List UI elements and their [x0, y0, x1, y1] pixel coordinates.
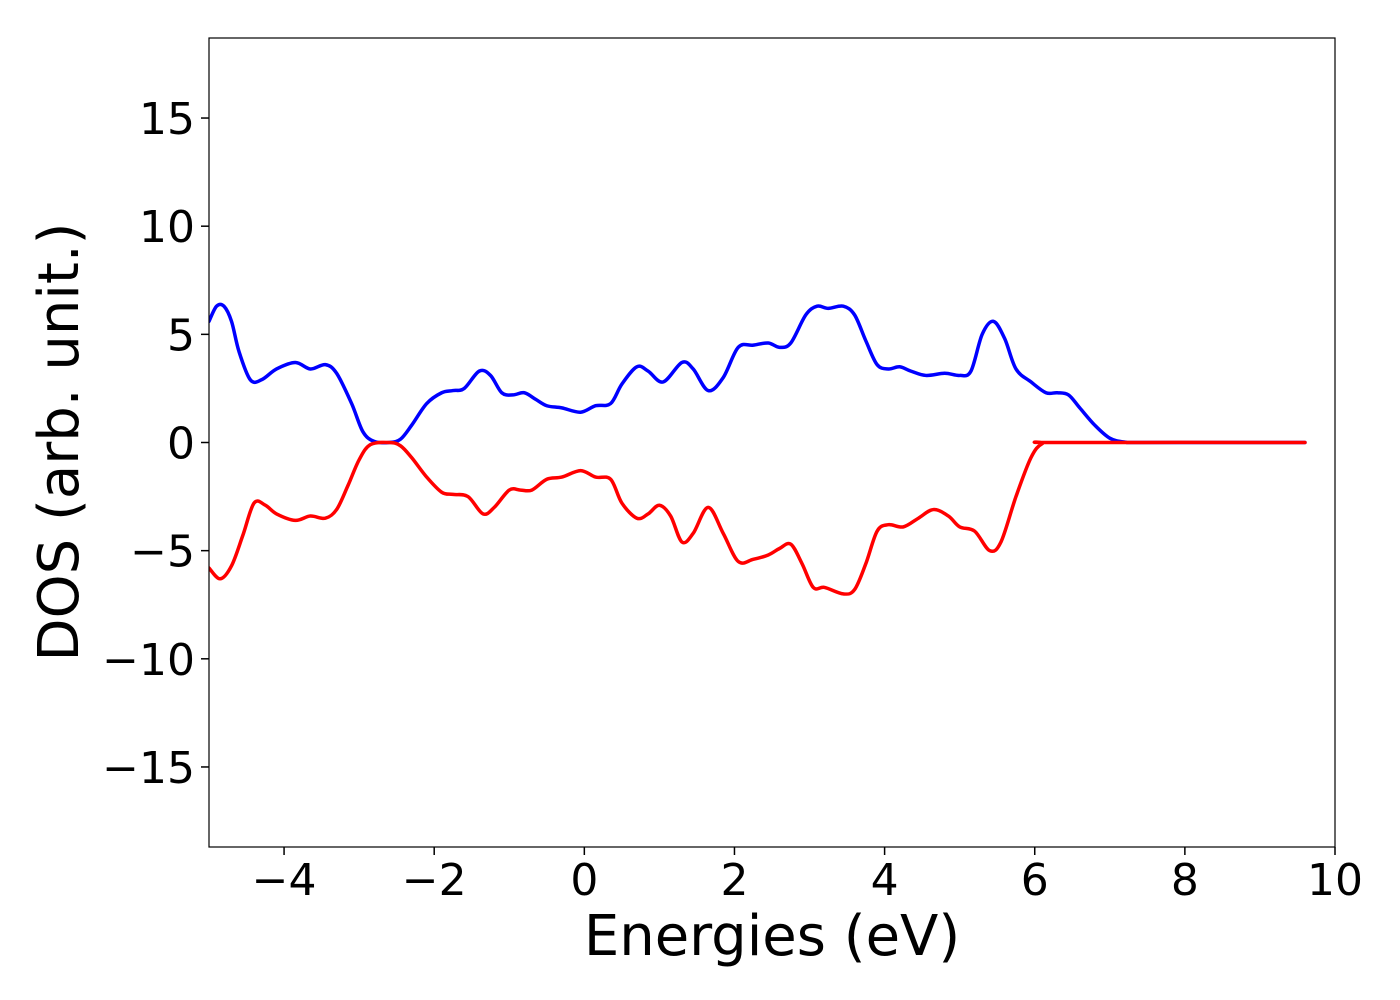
y-axis: −15 −10 −5 0 5 10 15: [102, 94, 209, 794]
x-tick-label: 6: [1021, 855, 1049, 906]
x-tick-label: 0: [570, 855, 598, 906]
x-tick-label: 2: [720, 855, 748, 906]
x-tick-label: −4: [252, 855, 317, 906]
x-tick-label: 10: [1307, 855, 1363, 906]
y-tick-label: 5: [167, 310, 195, 361]
x-axis: −4 −2 0 2 4 6 8 10: [252, 847, 1363, 906]
y-tick-label: 10: [139, 202, 195, 253]
y-tick-label: 0: [167, 419, 195, 470]
x-tick-label: −2: [402, 855, 467, 906]
y-tick-label: −10: [102, 635, 195, 686]
y-axis-label: DOS (arb. unit.): [27, 222, 92, 661]
x-axis-label: Energies (eV): [584, 904, 960, 969]
series-line-red: [209, 440, 1307, 596]
y-tick-label: 15: [139, 94, 195, 145]
series-line-blue: [209, 302, 1307, 445]
x-tick-label: 8: [1171, 855, 1199, 906]
plot-area: [209, 302, 1307, 596]
y-tick-label: −15: [102, 743, 195, 794]
x-tick-label: 4: [871, 855, 899, 906]
y-tick-label: −5: [130, 527, 195, 578]
